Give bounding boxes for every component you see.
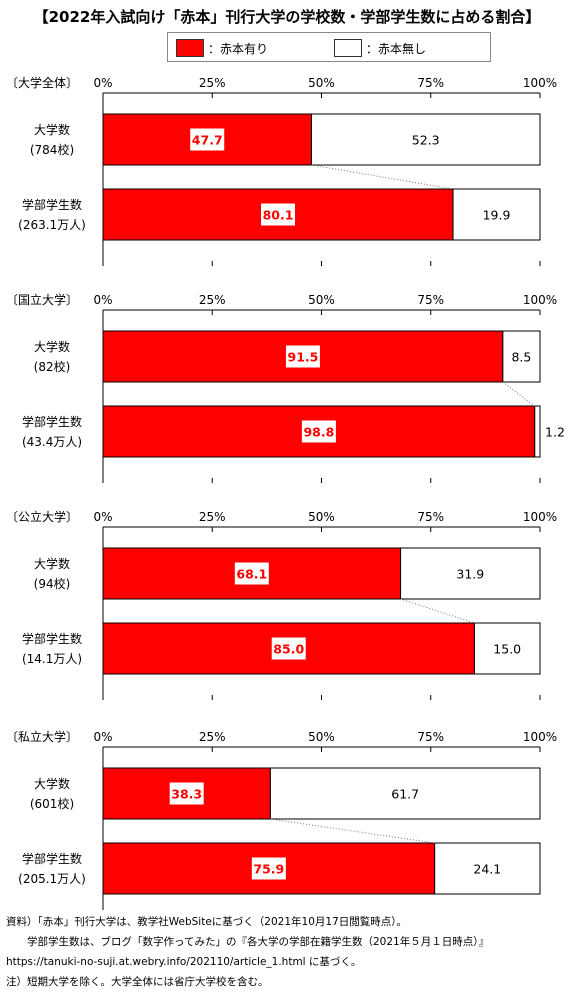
category-sublabel: (94校) [34,576,71,591]
category-sublabel: (601校) [30,796,74,811]
data-label-with: 47.7 [192,133,223,148]
x-tick-label: 0% [93,730,112,744]
legend: ：赤本有り ：赤本無し [167,32,491,62]
data-label-box [234,562,269,585]
x-tick-label: 25% [199,293,226,307]
data-label-box [261,203,296,226]
x-tick-label: 50% [308,730,335,744]
category-sublabel: (784校) [30,142,74,157]
x-tick-label: 75% [417,293,444,307]
data-label-with: 91.5 [288,350,319,365]
note-line: https://tanuki-no-suji.at.webry.info/202… [6,956,362,968]
data-label-without: 8.5 [511,350,531,365]
x-tick-label: 75% [417,510,444,524]
stacked-bar-chart: 〔大学全体〕 0% 25% 50% 75% 100% 大学数 (784校) 47.7 52.3 学部… [6,75,565,910]
x-tick-label: 25% [199,510,226,524]
category-sublabel: (263.1万人) [18,218,86,232]
panel-label: 〔私立大学〕 [6,729,78,744]
data-label-box [285,345,320,368]
category-label: 大学数 [34,556,70,571]
legend-swatch-with [176,39,204,57]
data-label-without: 61.7 [391,787,419,802]
data-label-box [301,420,336,443]
x-tick-label: 50% [308,293,335,307]
x-tick-label: 50% [308,510,335,524]
category-sublabel: (82校) [34,359,71,374]
bar-segment-without [452,188,541,241]
source-notes: 資料）「赤本」刊行大学は、教学社WebSiteに基づく（2021年10月17日閲… [6,912,571,992]
x-tick-label: 25% [199,730,226,744]
x-tick-label: 0% [93,293,112,307]
category-label: 大学数 [34,122,70,137]
category-label: 学部学生数 [22,851,82,866]
panel-label: 〔大学全体〕 [6,75,78,90]
legend-label-without: ：赤本無し [366,41,427,56]
data-label-without: 52.3 [412,133,440,148]
x-tick-label: 100% [523,293,557,307]
x-tick-label: 75% [417,76,444,90]
legend-label-with: ：赤本有り [208,41,269,56]
category-sublabel: (205.1万人) [18,872,86,886]
panel-label: 〔国立大学〕 [6,292,78,307]
bar-segment-without [473,622,541,675]
series-connector-line [400,598,475,624]
bar-segment-without [502,330,541,383]
category-sublabel: (43.4万人) [22,435,82,449]
data-label-box [169,782,204,805]
legend-item-with: ：赤本有り [176,38,268,58]
legend-item-without: ：赤本無し [334,38,426,58]
category-sublabel: (14.1万人) [22,652,82,666]
x-tick-label: 0% [93,76,112,90]
x-tick-label: 25% [199,76,226,90]
data-label-with: 75.9 [253,862,284,877]
data-label-with: 68.1 [236,567,267,582]
data-label-box [251,857,286,880]
data-label-without: 15.0 [493,642,521,657]
data-label-with: 98.8 [303,425,334,440]
chart-title: 【2022年入試向け「赤本」刊行大学の学校数・学部学生数に占める割合】 [33,8,541,26]
x-tick-label: 75% [417,730,444,744]
bar-segment-without [534,405,541,458]
note-line: 学部学生数は、ブログ「数字作ってみた」の『各大学の学部在籍学生数（2021年５月… [6,936,489,948]
bar-segment-without [310,113,541,166]
data-label-box [271,637,306,660]
bar-segment-without [434,842,541,895]
category-label: 学部学生数 [22,414,82,429]
category-label: 大学数 [34,339,70,354]
category-label: 大学数 [34,776,70,791]
x-tick-label: 50% [308,76,335,90]
x-tick-label: 100% [523,76,557,90]
bar-segment-without [400,547,541,600]
data-label-with: 38.3 [171,787,202,802]
data-label-without: 1.2 [545,425,565,440]
series-connector-line [270,818,435,844]
note-line: 資料）「赤本」刊行大学は、教学社WebSiteに基づく（2021年10月17日閲… [6,916,407,928]
x-tick-label: 100% [523,510,557,524]
note-line: 注）短期大学を除く。大学全体には省庁大学校を含む。 [6,976,269,988]
x-tick-label: 100% [523,730,557,744]
category-label: 学部学生数 [22,197,82,212]
data-label-without: 24.1 [473,862,501,877]
data-label-without: 31.9 [456,567,484,582]
panel-label: 〔公立大学〕 [6,509,78,524]
data-label-with: 80.1 [263,208,294,223]
data-label-box [190,128,225,151]
series-connector-line [502,381,536,407]
bar-segment-without [269,767,541,820]
legend-swatch-without [334,39,362,57]
data-label-with: 85.0 [273,642,304,657]
series-connector-line [311,164,454,190]
data-label-without: 19.9 [483,208,511,223]
x-tick-label: 0% [93,510,112,524]
category-label: 学部学生数 [22,631,82,646]
